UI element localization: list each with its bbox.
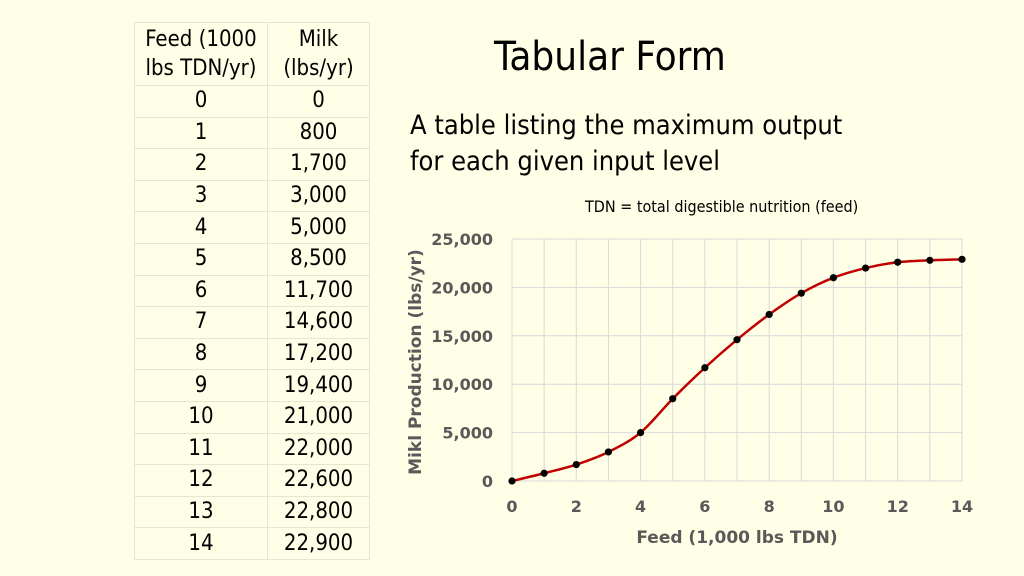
data-point [508, 477, 516, 485]
cell-milk: 1,700 [267, 148, 370, 181]
cell-feed: 5 [134, 242, 268, 276]
cell-milk: 22,900 [267, 527, 370, 560]
data-point [669, 395, 677, 403]
cell-feed: 4 [134, 211, 268, 244]
table-row: 14 22,900 [134, 527, 370, 560]
y-tick-label: 0 [482, 472, 493, 491]
page-description: A table listing the maximum output for e… [410, 110, 843, 177]
cell-feed: 6 [134, 274, 268, 308]
table-header-row: Feed (1000 lbs TDN/yr) Milk (lbs/yr) [134, 22, 370, 86]
x-tick-label: 10 [822, 497, 844, 516]
x-tick-label: 14 [951, 497, 973, 516]
x-tick-label: 4 [635, 497, 646, 516]
x-tick-label: 0 [506, 497, 517, 516]
cell-feed: 7 [134, 306, 268, 339]
cell-feed: 3 [134, 179, 268, 213]
y-tick-label: 20,000 [431, 278, 493, 297]
table-row: 10 21,000 [134, 400, 370, 434]
table-row: 8 17,200 [134, 337, 370, 371]
table-row: 12 22,600 [134, 464, 370, 497]
cell-milk: 5,000 [267, 211, 370, 244]
data-point [765, 310, 773, 319]
table-row: 7 14,600 [134, 306, 370, 339]
data-point [797, 289, 805, 297]
data-point [958, 255, 966, 263]
cell-milk: 22,800 [267, 495, 370, 529]
y-tick-label: 5,000 [442, 424, 493, 443]
table-row: 11 22,000 [134, 432, 370, 466]
cell-feed: 0 [134, 85, 268, 118]
cell-milk: 21,000 [267, 400, 370, 434]
cell-milk: 22,000 [267, 432, 370, 466]
cell-feed: 8 [134, 337, 268, 371]
table-row: 4 5,000 [134, 211, 370, 244]
cell-feed: 14 [134, 527, 268, 560]
y-tick-label: 10,000 [431, 375, 493, 394]
cell-milk: 8,500 [267, 242, 370, 276]
chart-note: TDN = total digestible nutrition (feed) [585, 197, 859, 216]
cell-feed: 11 [134, 432, 268, 466]
cell-milk: 19,400 [267, 369, 370, 402]
table-row: 13 22,800 [134, 495, 370, 529]
data-point [701, 364, 709, 372]
data-point [572, 460, 580, 469]
cell-milk: 800 [267, 116, 370, 150]
data-point [733, 336, 741, 344]
data-point [861, 264, 870, 272]
cell-feed: 13 [134, 495, 268, 529]
x-tick-label: 8 [764, 497, 775, 516]
data-points [508, 255, 966, 485]
y-tick-label: 15,000 [431, 327, 493, 346]
table-row: 2 1,700 [134, 148, 370, 181]
x-axis-title: Feed (1,000 lbs TDN) [636, 528, 837, 548]
chart-ticks: 0 5,000 10,000 15,000 20,000 25,000 0 2 4 6 8 10 12 1… [431, 230, 973, 516]
data-point [540, 469, 548, 477]
cell-milk: 14,600 [267, 306, 370, 339]
data-point [636, 429, 645, 437]
table-row: 1 800 [134, 116, 370, 150]
header-feed: Feed (1000 lbs TDN/yr) [134, 22, 268, 86]
x-tick-label: 12 [887, 497, 909, 516]
table-row: 6 11,700 [134, 274, 370, 308]
cell-milk: 0 [267, 85, 370, 118]
feed-milk-chart: 0 5,000 10,000 15,000 20,000 25,000 0 2 4 6 8 10 12 1… [406, 230, 973, 548]
data-point [926, 256, 934, 264]
cell-feed: 2 [134, 148, 268, 181]
y-tick-label: 25,000 [431, 230, 493, 249]
data-point [894, 258, 902, 266]
header-milk: Milk (lbs/yr) [267, 22, 370, 86]
cell-feed: 10 [134, 400, 268, 434]
chart-grid [511, 238, 963, 482]
data-point [829, 274, 838, 282]
cell-feed: 9 [134, 369, 268, 402]
y-axis-title: Mikl Production (lbs/yr) [406, 249, 426, 475]
table-row: 3 3,000 [134, 179, 370, 213]
cell-feed: 12 [134, 464, 268, 497]
table-row: 5 8,500 [134, 242, 370, 276]
cell-milk: 17,200 [267, 337, 370, 371]
x-tick-label: 2 [571, 497, 582, 516]
cell-feed: 1 [134, 116, 268, 150]
x-tick-label: 6 [699, 497, 710, 516]
cell-milk: 11,700 [267, 274, 370, 308]
data-point [604, 448, 613, 456]
cell-milk: 3,000 [267, 179, 370, 213]
cell-milk: 22,600 [267, 464, 370, 497]
table-row: 9 19,400 [134, 369, 370, 402]
page-title: Tabular Form [494, 34, 726, 80]
